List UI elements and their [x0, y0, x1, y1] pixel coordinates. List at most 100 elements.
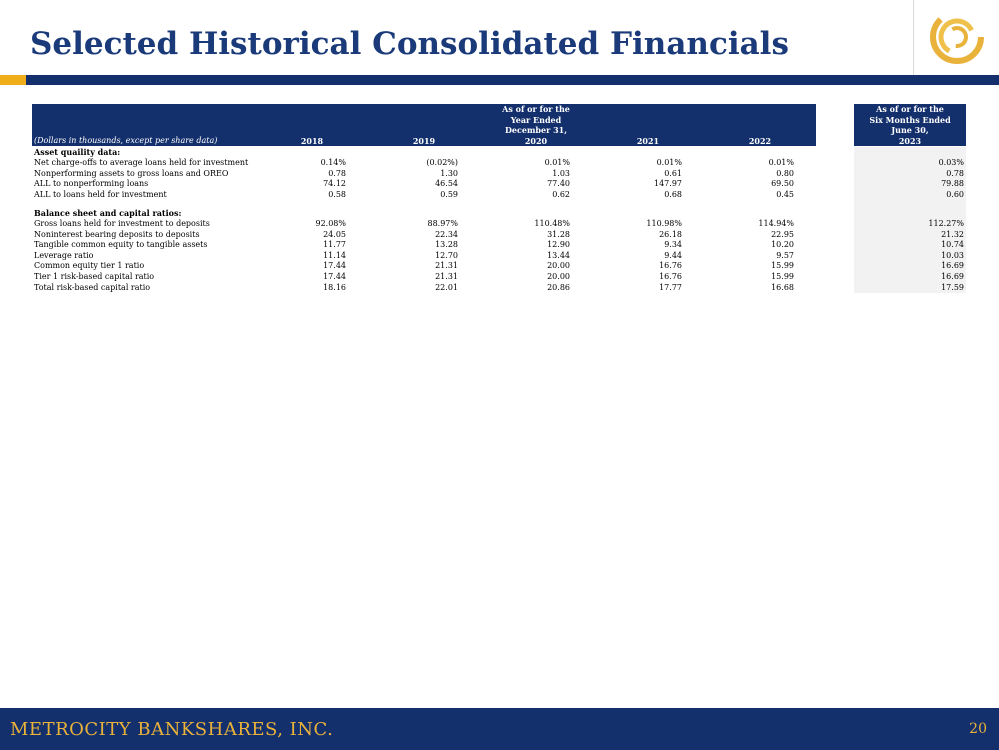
row-value: 0.61 — [664, 168, 682, 178]
row-value: 11.14 — [323, 250, 346, 260]
row-value: 12.90 — [547, 240, 570, 250]
row-value: 0.60 — [854, 189, 966, 201]
row-label: Common equity tier 1 ratio — [34, 261, 145, 271]
row-value: 0.80 — [776, 168, 794, 178]
row-value: 17.59 — [854, 282, 966, 294]
row-value: 0.14% — [320, 157, 346, 167]
row-label: Tier 1 risk-based capital ratio — [34, 271, 155, 281]
footer-bar: METROCITY BANKSHARES, INC. 20 — [0, 708, 999, 750]
row-value: 1.30 — [440, 168, 458, 178]
row-value: 0.68 — [664, 189, 682, 199]
table-header-years-row: (Dollars in thousands, except per share … — [32, 135, 966, 148]
row-value: 10.20 — [771, 240, 794, 250]
table-row: Gross loans held for investment to depos… — [32, 218, 966, 230]
financials-table: As of or for the As of or for the Year E… — [32, 104, 966, 294]
column-gap — [816, 240, 854, 251]
year-header: 2020 — [480, 135, 592, 148]
header-group-years: As of or for the — [480, 104, 592, 115]
row-value: 0.01% — [768, 157, 794, 167]
row-value: 9.44 — [664, 250, 682, 260]
table-row: Leverage ratio 11.14 12.70 13.44 9.44 9.57 10.… — [32, 250, 966, 262]
row-value: 114.94% — [758, 218, 794, 228]
row-label: Noninterest bearing deposits to deposits — [34, 229, 200, 239]
row-label: ALL to nonperforming loans — [34, 179, 149, 189]
row-value: 20.00 — [547, 261, 570, 271]
row-value: 21.31 — [435, 261, 458, 271]
row-value: 147.97 — [654, 179, 682, 189]
header-group-years: Year Ended — [480, 114, 592, 126]
header-group-six: June 30, — [854, 125, 966, 136]
row-value: 16.76 — [659, 271, 682, 281]
table-row: Tangible common equity to tangible asset… — [32, 240, 966, 251]
table-header-row: Year Ended Six Months Ended — [32, 114, 966, 126]
row-value: 13.44 — [547, 250, 570, 260]
row-value: 20.86 — [547, 282, 570, 292]
row-value: 11.77 — [323, 240, 346, 250]
year-header: 2023 — [854, 135, 966, 148]
row-value: 15.99 — [771, 271, 794, 281]
row-label: Leverage ratio — [34, 250, 94, 260]
row-value: 0.03% — [854, 157, 966, 169]
row-value: 9.57 — [776, 250, 794, 260]
row-label: Nonperforming assets to gross loans and … — [34, 168, 229, 178]
column-gap — [816, 158, 854, 169]
column-gap — [816, 261, 854, 272]
row-value: 16.76 — [659, 261, 682, 271]
row-value: 77.40 — [547, 179, 570, 189]
row-value: 31.28 — [547, 229, 570, 239]
row-value: 1.03 — [552, 168, 570, 178]
row-label: Gross loans held for investment to depos… — [34, 218, 210, 228]
row-value: 10.03 — [854, 250, 966, 262]
spacer-row — [32, 200, 966, 209]
row-value: 16.69 — [854, 261, 966, 272]
table-header-row: December 31, June 30, — [32, 125, 966, 136]
row-value: 26.18 — [659, 229, 682, 239]
table-row: Tier 1 risk-based capital ratio 17.44 21.3… — [32, 271, 966, 283]
company-name: METROCITY BANKSHARES, INC. — [10, 719, 334, 740]
column-gap — [816, 190, 854, 201]
row-value: 20.00 — [547, 271, 570, 281]
row-value: 22.01 — [435, 282, 458, 292]
table-row: Noninterest bearing deposits to deposits… — [32, 229, 966, 241]
row-label: Total risk-based capital ratio — [34, 282, 151, 292]
section-heading: Balance sheet and capital ratios: — [34, 208, 182, 219]
column-gap — [816, 219, 854, 230]
row-value: 0.01% — [656, 157, 682, 167]
table-row: Nonperforming assets to gross loans and … — [32, 168, 966, 180]
row-value: 0.58 — [328, 189, 346, 199]
units-label: (Dollars in thousands, except per share … — [32, 135, 256, 148]
table-row: ALL to nonperforming loans 74.12 46.54 77.4… — [32, 179, 966, 190]
row-value: 17.44 — [323, 261, 346, 271]
row-value: 17.44 — [323, 271, 346, 281]
row-value: 110.48% — [534, 218, 570, 228]
row-value: 69.50 — [771, 179, 794, 189]
row-value: 22.34 — [435, 229, 458, 239]
row-value: 112.27% — [854, 218, 966, 230]
row-value: 24.05 — [323, 229, 346, 239]
year-header: 2018 — [256, 135, 368, 148]
column-gap — [816, 272, 854, 283]
row-value: 110.98% — [646, 218, 682, 228]
row-value: 88.97% — [427, 218, 458, 228]
header-group-years: December 31, — [480, 125, 592, 136]
table-row: Common equity tier 1 ratio 17.44 21.31 20.0… — [32, 261, 966, 272]
row-value: 0.45 — [776, 189, 794, 199]
swirl-logo-icon — [930, 10, 984, 64]
row-value: 0.78 — [328, 168, 346, 178]
row-label: ALL to loans held for investment — [34, 189, 167, 199]
section-heading: Asset quaility data: — [34, 147, 121, 158]
row-value: 9.34 — [664, 240, 682, 250]
column-gap — [816, 251, 854, 262]
row-value: 18.16 — [323, 282, 346, 292]
header-rule — [0, 75, 999, 85]
table-row: Net charge-offs to average loans held fo… — [32, 157, 966, 169]
row-value: 0.59 — [440, 189, 458, 199]
row-label: Tangible common equity to tangible asset… — [34, 240, 208, 250]
year-header: 2021 — [592, 135, 704, 148]
row-value: 13.28 — [435, 240, 458, 250]
row-value: 46.54 — [435, 179, 458, 189]
page-number: 20 — [969, 721, 987, 737]
row-value: 12.70 — [435, 250, 458, 260]
column-gap — [816, 230, 854, 241]
header-group-six: Six Months Ended — [854, 114, 966, 126]
